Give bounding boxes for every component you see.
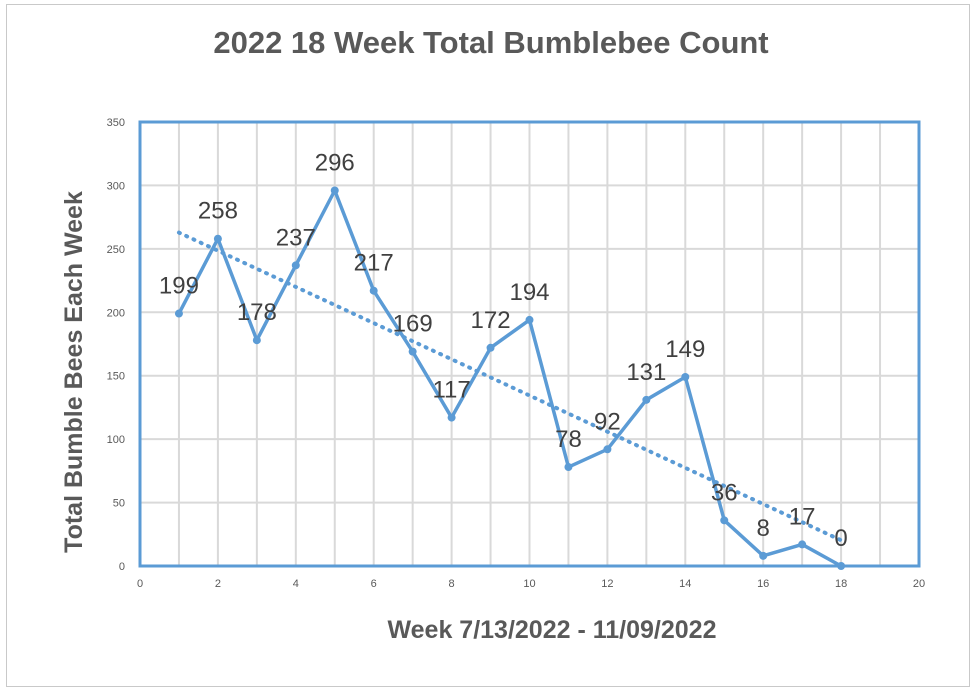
data-label: 237 [276, 224, 316, 251]
data-point [330, 186, 339, 195]
chart-title: 2022 18 Week Total Bumblebee Count [213, 25, 768, 60]
plot-border [138, 120, 921, 568]
y-tick-label: 300 [107, 180, 125, 192]
x-tick-label: 2 [215, 578, 221, 590]
y-tick-label: 0 [119, 561, 125, 573]
x-axis-title: Week 7/13/2022 - 11/09/2022 [388, 616, 717, 644]
data-label: 169 [393, 311, 433, 338]
series-line [177, 188, 842, 568]
data-point [642, 395, 651, 404]
data-point [486, 343, 495, 352]
data-point [759, 551, 768, 560]
data-point [681, 372, 690, 381]
plot-area: 0 2 4 6 8 10 12 14 16 18 2005010015020025030035019… [107, 117, 925, 590]
x-tick-label: 12 [601, 578, 613, 590]
y-axis-title: Total Bumble Bees Each Week [60, 191, 88, 553]
y-tick-label: 350 [107, 117, 125, 129]
data-point [447, 413, 456, 422]
data-label: 8 [757, 515, 770, 542]
data-point [252, 336, 261, 345]
data-label: 78 [555, 426, 582, 453]
data-point [798, 540, 807, 549]
data-label: 36 [711, 479, 738, 506]
x-tick-label: 16 [757, 578, 769, 590]
data-point [564, 463, 573, 472]
data-point [291, 261, 300, 270]
data-point [720, 516, 729, 525]
trendline [176, 230, 844, 543]
x-tick-label: 10 [523, 578, 535, 590]
data-label: 217 [354, 250, 394, 277]
data-label: 172 [471, 307, 511, 334]
y-tick-label: 250 [107, 244, 125, 256]
data-label: 92 [594, 408, 621, 435]
data-point [525, 315, 534, 324]
x-tick-label: 4 [293, 578, 299, 590]
y-tick-label: 50 [113, 498, 125, 510]
data-label: 117 [432, 377, 470, 404]
data-label: 17 [789, 503, 816, 530]
data-point [174, 309, 183, 318]
x-tick-label: 8 [449, 578, 455, 590]
data-label: 194 [509, 279, 549, 306]
data-point [369, 286, 378, 295]
data-point [408, 347, 417, 356]
data-point [603, 445, 612, 454]
x-tick-label: 14 [679, 578, 691, 590]
data-label: 131 [626, 359, 666, 386]
data-label: 178 [237, 299, 277, 326]
data-label: 149 [665, 336, 705, 363]
x-tick-label: 20 [913, 578, 925, 590]
y-tick-label: 200 [107, 307, 125, 319]
y-tick-label: 100 [107, 434, 125, 446]
x-tick-label: 0 [137, 578, 143, 590]
x-tick-label: 18 [835, 578, 847, 590]
data-point [213, 234, 222, 243]
data-label: 258 [198, 198, 238, 225]
data-label: 199 [159, 273, 199, 300]
x-tick-label: 6 [371, 578, 377, 590]
data-label: 296 [315, 150, 355, 177]
data-point [837, 562, 846, 570]
y-tick-label: 150 [107, 371, 125, 383]
data-label: 0 [834, 525, 847, 552]
